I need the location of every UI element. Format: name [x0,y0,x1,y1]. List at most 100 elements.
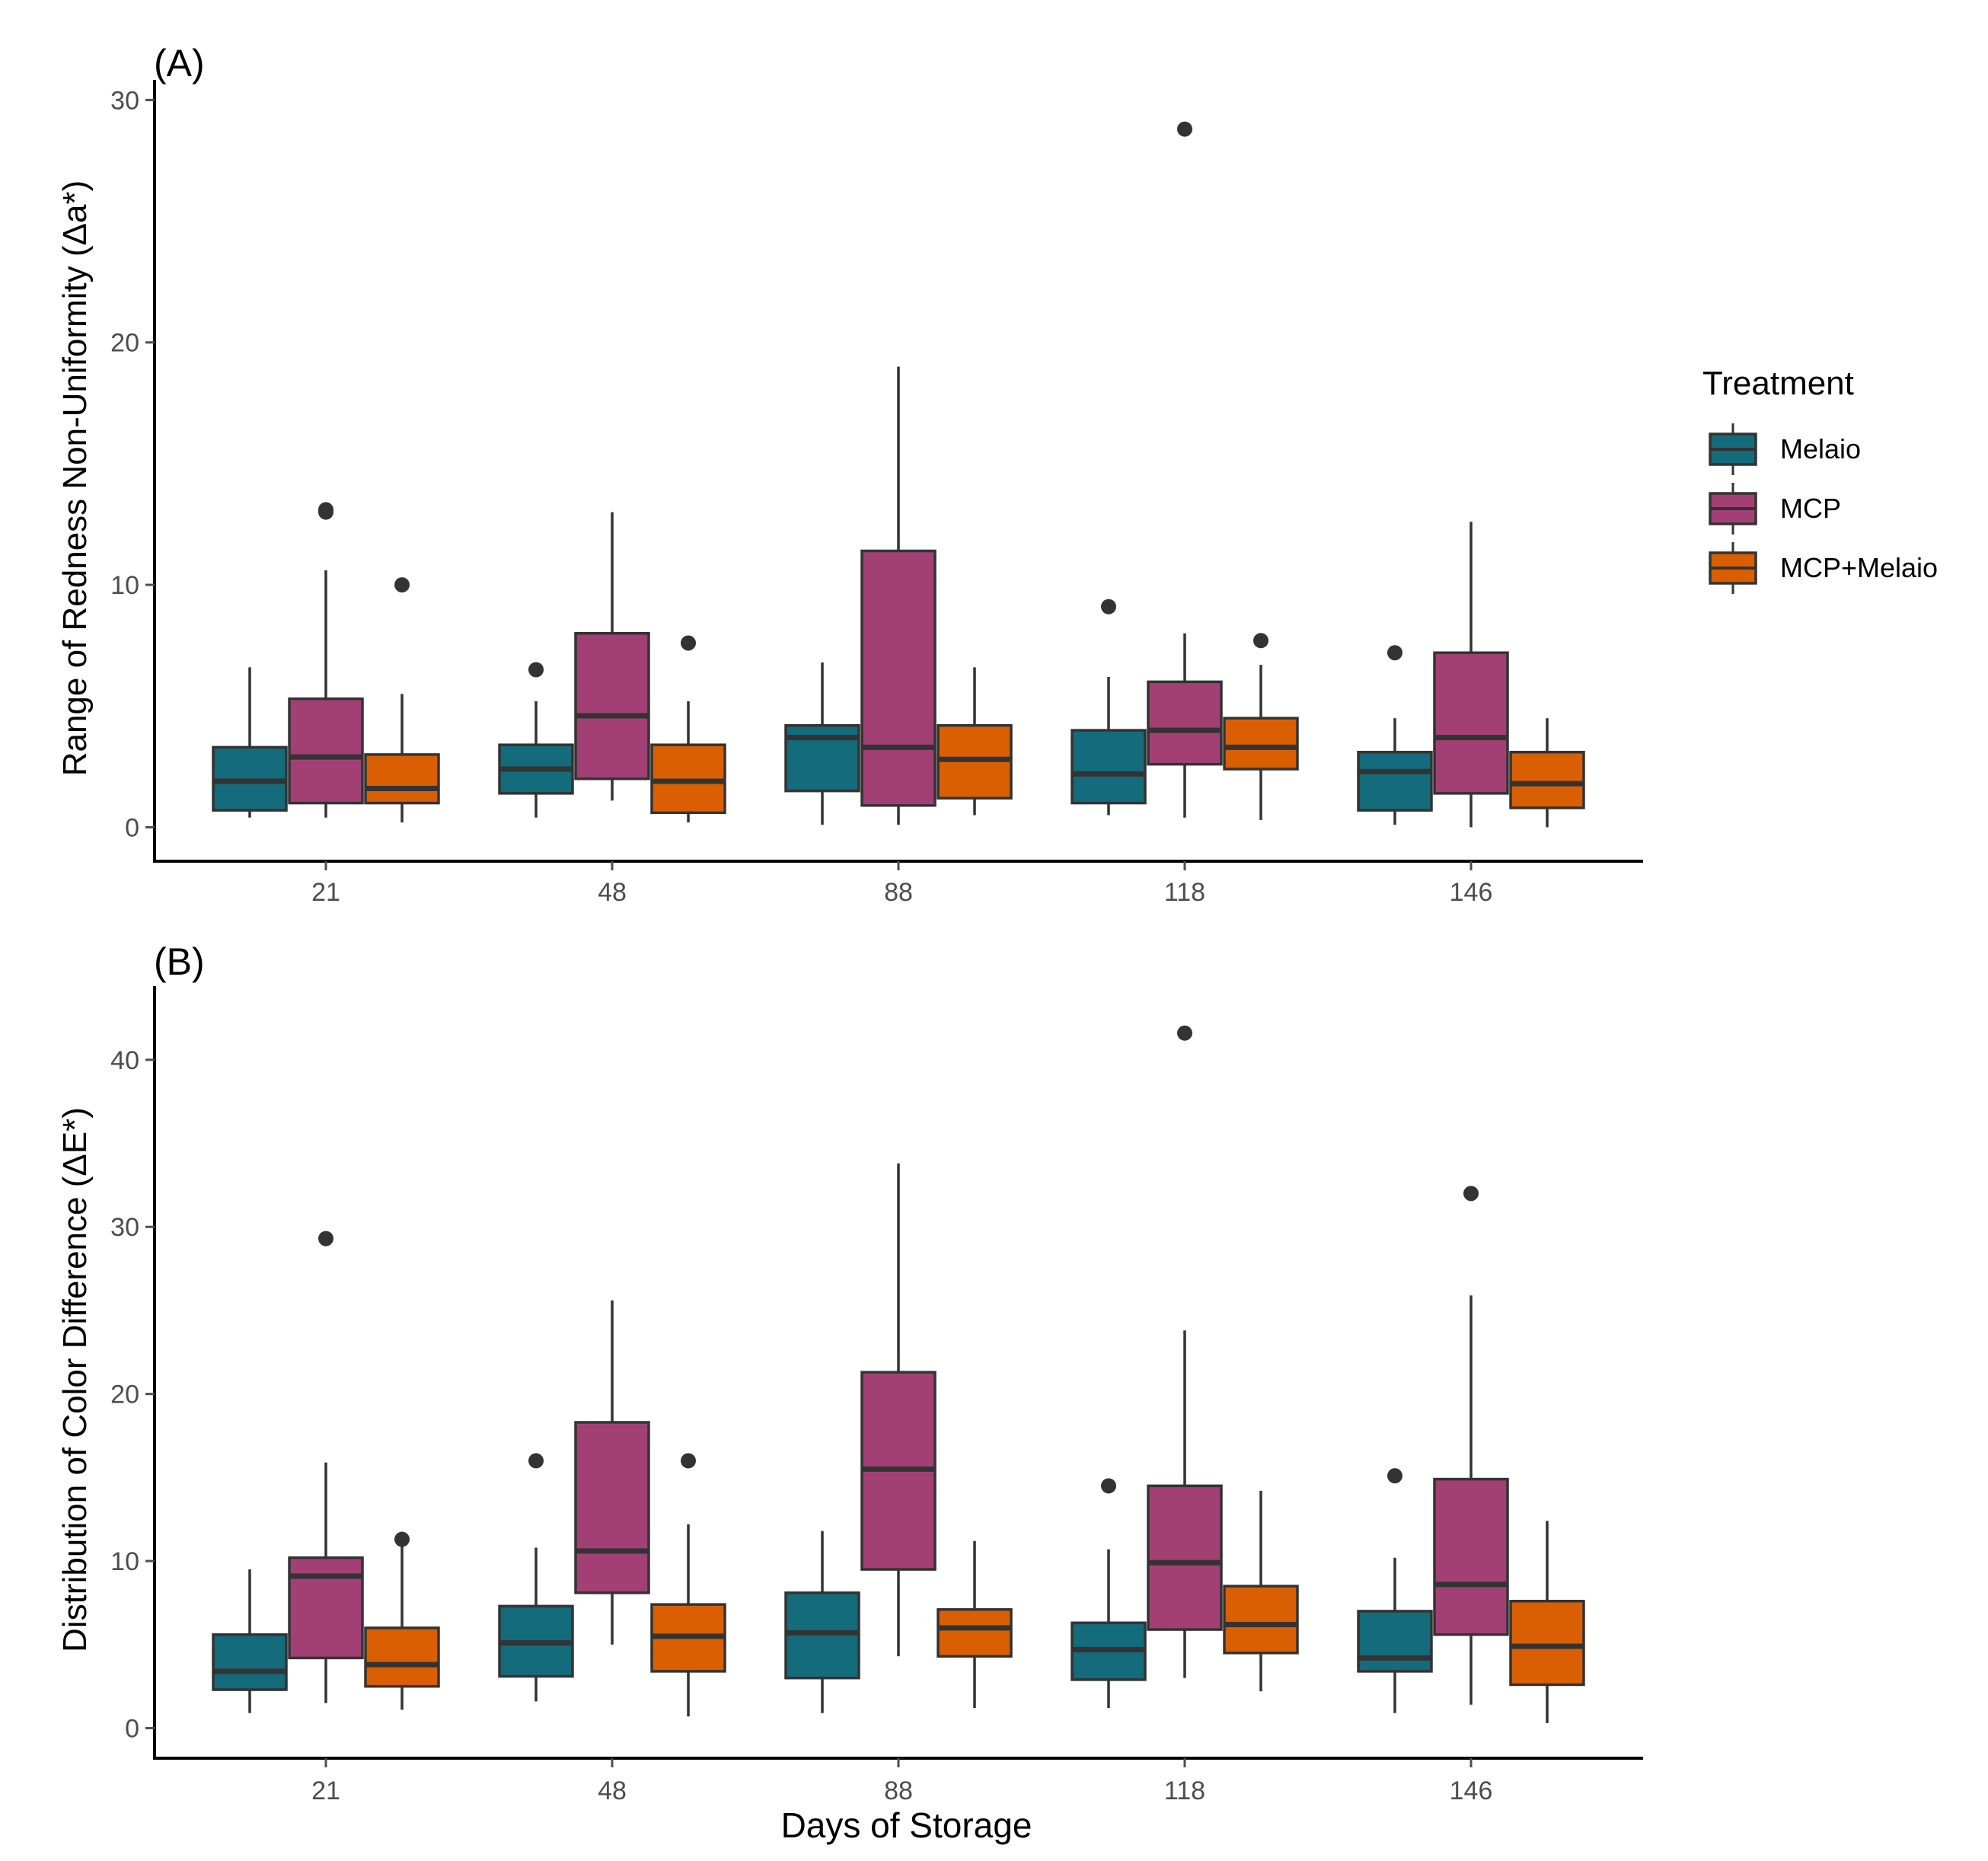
box-body [1433,1477,1509,1636]
box-body [1071,729,1147,805]
box-body [1509,1599,1585,1687]
legend-label: MCP [1780,493,1841,524]
y-tick-label: 30 [110,1213,139,1242]
box-melaio-21 [212,1569,288,1713]
x-tick-label: 118 [1164,878,1205,907]
outlier-point [1463,1186,1479,1202]
panel-a: (A) 0 10 20 30 Range of Redness Non-Uniformit… [56,42,1643,907]
box-body [1223,1585,1299,1655]
box-body [574,631,650,780]
box-body [574,1421,650,1594]
legend-label: Melaio [1780,433,1861,464]
x-tick-label: 48 [598,1776,627,1805]
x-tick-label: 88 [884,1776,913,1805]
outlier-point [528,1453,544,1469]
box-body [1357,750,1433,812]
outlier-point [318,1231,333,1247]
outlier-point [318,502,333,518]
box-melaio-146 [1357,645,1433,825]
box-body [364,753,440,805]
box-mcp-118 [1147,121,1223,818]
box-body [1433,651,1509,795]
x-tick-label: 118 [1164,1776,1205,1805]
box-mcp-48 [574,1300,650,1645]
box-melaio-48 [498,662,574,818]
panel-label: (B) [154,940,205,983]
box-mcp-melaio-118 [1223,633,1299,820]
panel-b: (B) 0 10 20 30 40 Distribution of Color Differ… [56,940,1643,1845]
box-body [288,697,364,805]
legend-label: MCP+Melaio [1780,552,1938,583]
box-body [1147,680,1223,766]
outlier-point [1177,121,1192,137]
box-melaio-48 [498,1453,574,1702]
box-melaio-118 [1071,599,1147,816]
x-tick-label: 21 [311,1776,340,1805]
y-tick-label: 0 [125,813,139,842]
x-tick-label: 21 [311,878,340,907]
box-mcp-21 [288,1231,364,1703]
box-melaio-88 [784,1531,860,1713]
box-body [1509,750,1585,809]
y-axis-label: Range of Redness Non-Uniformity (Δa*) [56,180,94,777]
box-mcp-21 [288,502,364,818]
box-body [1357,1610,1433,1673]
legend-title: Treatment [1702,365,1854,402]
box-melaio-88 [784,662,860,825]
x-tick-label: 146 [1450,1776,1493,1805]
y-tick-label: 30 [110,86,139,115]
outlier-point [528,662,544,678]
legend-key-mcp-melaio: MCP+Melaio [1709,542,1938,594]
panel-label: (A) [154,42,205,85]
y-tick-label: 10 [110,1547,139,1576]
outlier-point [681,635,696,651]
box-mcp-melaio-48 [650,1453,726,1717]
y-tick-label: 40 [110,1046,139,1075]
outlier-point [681,1453,696,1469]
x-tick-label: 48 [598,878,627,907]
outlier-point [1387,645,1402,661]
box-body [364,1626,440,1688]
box-body [1147,1484,1223,1631]
y-tick-label: 20 [110,1381,139,1409]
box-mcp-118 [1147,1025,1223,1678]
outlier-point [394,577,410,593]
box-mcp-88 [860,366,937,825]
x-tick-label: 88 [884,878,913,907]
y-tick-label: 0 [125,1715,139,1744]
x-tick-label: 146 [1450,878,1493,907]
outlier-point [1253,633,1268,649]
outlier-point [1177,1025,1192,1041]
x-axis-label: Days of Storage [781,1805,1032,1845]
box-mcp-melaio-48 [650,635,726,823]
box-body [212,1633,288,1691]
box-mcp-melaio-88 [937,1540,1013,1709]
box-mcp-melaio-146 [1509,718,1585,828]
box-mcp-melaio-21 [364,1531,440,1710]
box-mcp-88 [860,1163,937,1657]
y-tick-label: 10 [110,571,139,600]
outlier-point [394,1531,410,1547]
y-axis-label: Distribution of Color Difference (ΔE*) [56,1107,94,1652]
legend: Treatment Melaio MCP MCP+Melaio [1702,365,1938,594]
box-body [937,1607,1013,1658]
outlier-point [1101,599,1116,614]
outlier-point [1101,1478,1116,1494]
box-melaio-118 [1071,1478,1147,1709]
box-mcp-48 [574,512,650,801]
y-tick-label: 20 [110,329,139,358]
box-body [1223,717,1299,771]
box-melaio-146 [1357,1468,1433,1713]
box-mcp-146 [1433,1186,1509,1705]
box-mcp-melaio-118 [1223,1490,1299,1692]
box-mcp-melaio-88 [937,667,1013,816]
legend-key-melaio: Melaio [1709,423,1861,475]
outlier-point [1387,1468,1402,1484]
box-body [860,549,937,807]
box-melaio-21 [212,667,288,818]
box-mcp-melaio-21 [364,577,440,823]
box-body [288,1556,364,1660]
box-mcp-146 [1433,522,1509,828]
legend-key-mcp: MCP [1709,483,1841,535]
